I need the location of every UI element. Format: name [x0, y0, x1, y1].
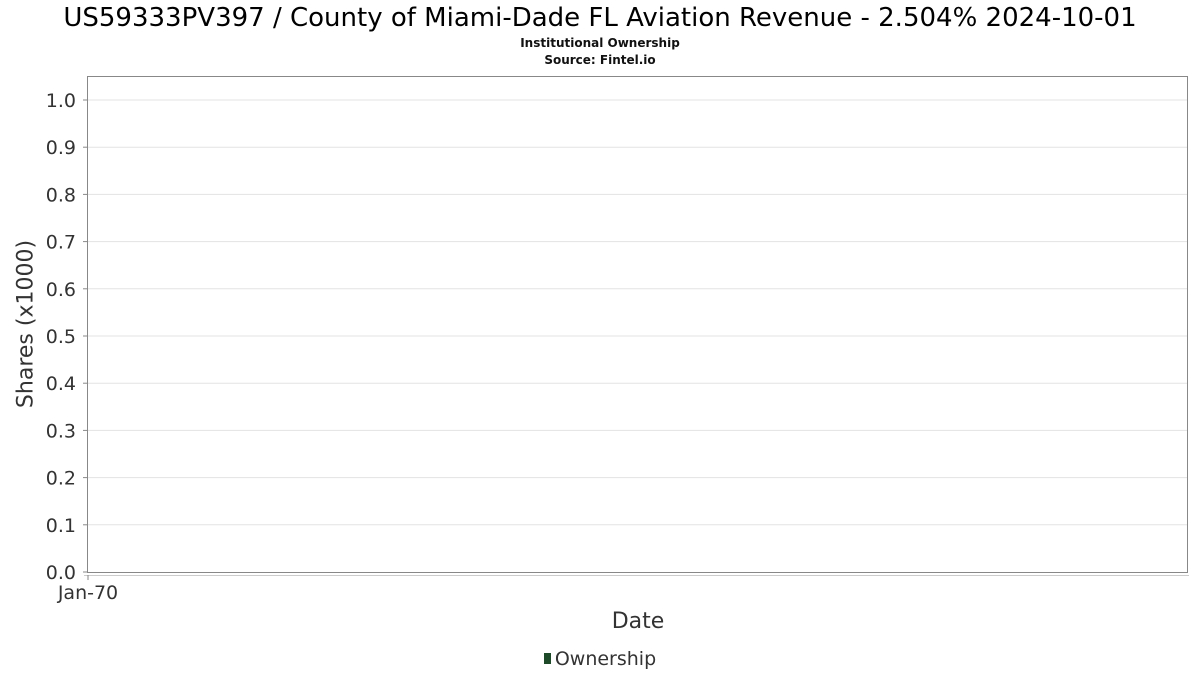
y-tick-label-2: 0.2 [46, 468, 76, 490]
chart-source: Source: Fintel.io [544, 53, 656, 67]
y-tick-label-0: 0.0 [46, 562, 76, 584]
x-axis-label: Date [611, 609, 665, 634]
legend: Ownership [0, 648, 1200, 670]
y-tick-label-7: 0.7 [46, 232, 76, 254]
y-tick-label-5: 0.5 [46, 326, 76, 348]
y-axis-label: Shares (x1000) [13, 239, 39, 409]
x-axis-ticks: Jan-70 [57, 575, 1189, 604]
plot-area [87, 76, 1188, 573]
y-tick-label-3: 0.3 [46, 420, 76, 442]
legend-swatch-ownership [543, 653, 551, 664]
y-tick-label-8: 0.8 [46, 184, 76, 206]
legend-label-ownership: Ownership [554, 648, 657, 670]
x-tick-label-0: Jan-70 [57, 582, 118, 604]
chart-subtitle: Institutional Ownership [520, 36, 680, 50]
chart-title: US59333PV397 / County of Miami-Dade FL A… [63, 3, 1137, 33]
y-tick-label-10: 1.0 [46, 90, 76, 112]
grid-lines [88, 99, 1187, 526]
y-tick-label-4: 0.4 [46, 373, 76, 395]
y-tick-label-9: 0.9 [46, 137, 76, 159]
y-axis-ticks: 0.0 0.1 0.2 0.3 0.4 0.5 0.6 0.7 0.8 0.9 1.0 [46, 90, 88, 584]
y-tick-label-1: 0.1 [46, 515, 76, 537]
y-tick-label-6: 0.6 [46, 279, 76, 301]
